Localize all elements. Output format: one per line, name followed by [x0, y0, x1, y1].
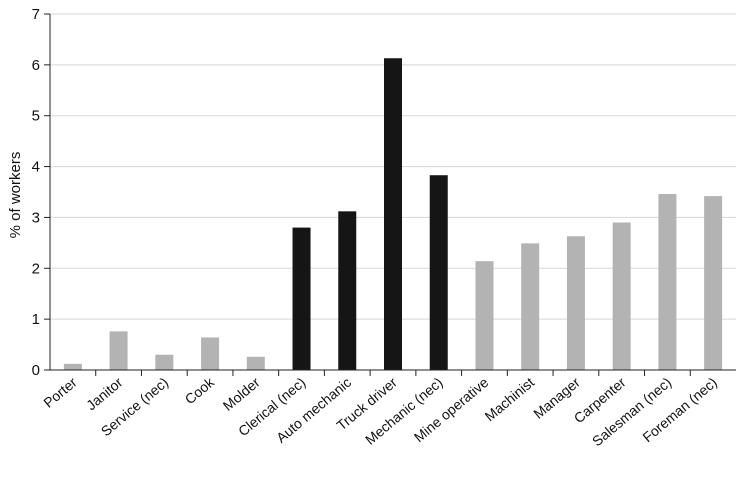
- x-tick-label-1: Janitor: [83, 374, 126, 413]
- x-tick-label-13: Salesman (nec): [589, 374, 674, 449]
- bar-13: [658, 194, 677, 370]
- bars: [63, 58, 723, 370]
- bar-3: [201, 337, 220, 370]
- x-tick-label-0: Porter: [40, 374, 80, 411]
- x-tick-label-8: Mechanic (nec): [362, 374, 446, 448]
- x-tick-label-10: Machinist: [482, 374, 538, 424]
- bar-7: [384, 58, 402, 370]
- y-tick-label-1: 1: [32, 311, 40, 328]
- x-tick-label-3: Cook: [182, 373, 218, 407]
- bar-2: [155, 354, 174, 370]
- bar-14: [704, 196, 723, 370]
- y-tick-label-0: 0: [32, 362, 40, 379]
- axes: [44, 13, 736, 376]
- bar-8: [429, 175, 448, 370]
- bar-4: [246, 356, 265, 370]
- bar-12: [612, 222, 631, 370]
- bar-5: [292, 227, 311, 370]
- y-tick-label-4: 4: [32, 159, 40, 176]
- bar-1: [109, 331, 128, 370]
- bar-9: [475, 261, 494, 370]
- y-axis-title: % of workers: [7, 152, 24, 239]
- bar-11: [566, 236, 585, 370]
- bar-0: [63, 363, 82, 370]
- bar-10: [521, 243, 540, 370]
- y-tick-label-7: 7: [32, 6, 40, 23]
- y-tick-label-5: 5: [32, 108, 40, 125]
- y-tick-label-2: 2: [32, 260, 40, 277]
- bar-6: [338, 211, 357, 370]
- y-tick-label-3: 3: [32, 209, 40, 226]
- y-tick-label-6: 6: [32, 57, 40, 74]
